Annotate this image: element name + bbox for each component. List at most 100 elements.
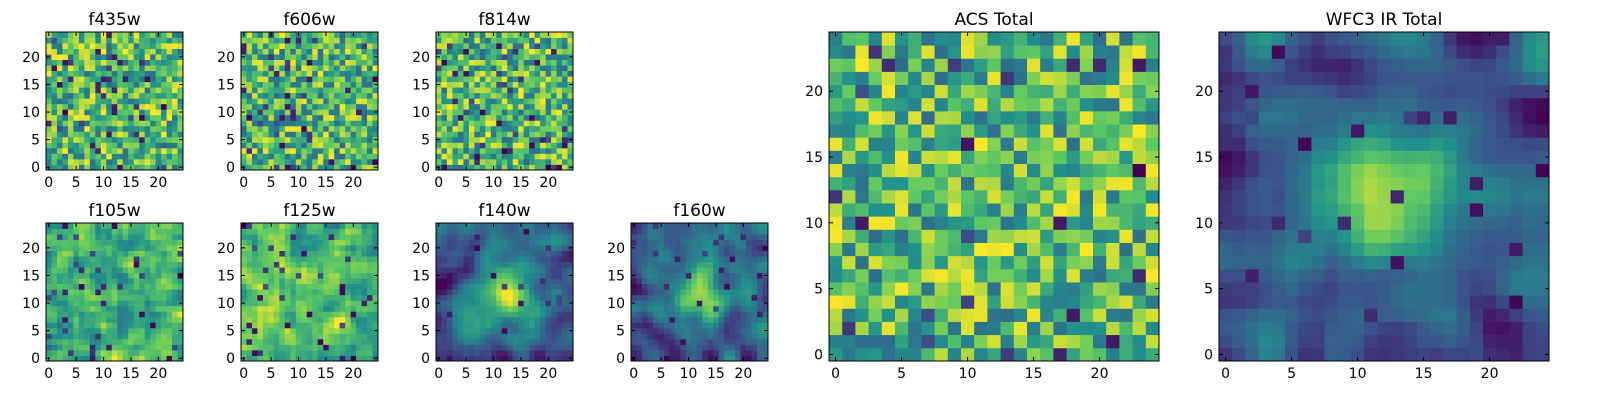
heatmap-cell — [251, 261, 258, 268]
heatmap-cell — [921, 268, 935, 283]
heatmap-cell — [100, 333, 107, 340]
heatmap-cell — [567, 250, 574, 257]
heatmap-cell — [947, 163, 962, 178]
heatmap-cell — [446, 261, 453, 268]
heatmap-cell — [735, 223, 741, 229]
heatmap-cell — [361, 322, 368, 329]
heatmap-cell — [713, 228, 720, 235]
heatmap-cell — [84, 37, 91, 44]
heatmap-cell — [356, 98, 362, 105]
heatmap-cell — [713, 322, 720, 329]
heatmap-cell — [518, 158, 525, 165]
heatmap-cell — [166, 87, 173, 94]
heatmap-cell — [562, 109, 568, 116]
heatmap-cell — [724, 294, 731, 301]
heatmap-cell — [829, 216, 843, 230]
heatmap-cell — [674, 311, 681, 318]
heatmap-cell — [724, 289, 731, 296]
heatmap-cell — [468, 300, 475, 307]
heatmap-cell — [133, 305, 140, 312]
heatmap-cell — [117, 289, 124, 296]
heatmap-cell — [647, 338, 654, 345]
heatmap-cell — [317, 142, 324, 149]
y-tick-label: 20 — [412, 50, 430, 66]
heatmap-cell — [523, 294, 530, 301]
heatmap-cell — [658, 239, 665, 246]
heatmap-cell — [334, 98, 341, 105]
heatmap-cell — [139, 267, 146, 274]
heatmap-cell — [663, 267, 670, 274]
heatmap-cell — [463, 87, 470, 94]
heatmap-cell — [545, 92, 552, 99]
heatmap-cell — [540, 109, 546, 116]
heatmap-cell — [84, 120, 91, 127]
heatmap-cell — [172, 147, 178, 154]
heatmap-cell — [328, 272, 335, 279]
heatmap-cell — [669, 311, 676, 318]
heatmap-cell — [111, 305, 118, 312]
heatmap-cell — [446, 344, 453, 351]
heatmap-cell — [452, 327, 459, 334]
heatmap-cell — [106, 98, 113, 105]
heatmap-cell — [317, 267, 324, 274]
heatmap-cell — [46, 103, 52, 110]
heatmap-cell — [95, 234, 102, 240]
heatmap-cell — [501, 48, 508, 55]
heatmap-cell — [490, 261, 497, 268]
heatmap-cell — [62, 245, 69, 251]
heatmap-cell — [155, 344, 162, 351]
heatmap-cell — [534, 278, 541, 285]
heatmap-cell — [144, 338, 151, 345]
heatmap-cell — [474, 272, 481, 279]
heatmap-cell — [496, 48, 503, 55]
heatmap-cell — [507, 87, 514, 94]
heatmap-cell — [122, 250, 129, 257]
heatmap-cell — [947, 176, 962, 191]
heatmap-cell — [556, 131, 563, 138]
y-tick-label: 0 — [421, 160, 430, 176]
heatmap-cell — [106, 153, 113, 160]
heatmap-cell — [350, 272, 357, 279]
heatmap-cell — [106, 131, 113, 138]
heatmap-cell — [762, 256, 769, 263]
heatmap-cell — [751, 333, 758, 340]
heatmap-cell — [457, 267, 464, 274]
heatmap-cell — [339, 158, 346, 165]
heatmap-cell — [268, 234, 275, 240]
heatmap-cell — [128, 316, 135, 323]
heatmap-cell — [647, 223, 654, 229]
heatmap-cell — [246, 223, 253, 229]
heatmap-cell — [523, 316, 530, 323]
heatmap-cell — [177, 338, 184, 345]
heatmap-cell — [78, 32, 85, 38]
heatmap-cell — [523, 109, 530, 116]
heatmap-cell — [345, 120, 351, 127]
heatmap-cell — [306, 92, 313, 99]
heatmap-cell — [117, 125, 124, 132]
heatmap-cell — [133, 136, 140, 143]
heatmap-cell — [718, 228, 725, 235]
heatmap-cell — [496, 316, 503, 323]
heatmap-cell — [729, 338, 736, 345]
heatmap-cell — [372, 125, 379, 132]
heatmap-cell — [529, 142, 536, 149]
heatmap-cell — [95, 338, 102, 345]
heatmap-cell — [496, 344, 503, 351]
heatmap-cell — [501, 316, 508, 323]
heatmap-cell — [947, 268, 962, 283]
heatmap-cell — [463, 256, 470, 263]
heatmap-cell — [881, 295, 896, 309]
heatmap-cell — [257, 239, 264, 246]
heatmap-cell — [452, 147, 459, 154]
heatmap-cell — [251, 76, 258, 83]
heatmap-cell — [62, 76, 69, 83]
heatmap-cell — [1000, 255, 1015, 270]
heatmap-cell — [56, 43, 63, 49]
heatmap-cell — [685, 267, 692, 274]
heatmap-cell — [78, 158, 85, 165]
heatmap-cell — [133, 256, 140, 263]
heatmap-cell — [658, 283, 665, 290]
heatmap-cell — [1040, 176, 1054, 191]
heatmap-cell — [46, 349, 52, 356]
heatmap-cell — [56, 54, 63, 60]
